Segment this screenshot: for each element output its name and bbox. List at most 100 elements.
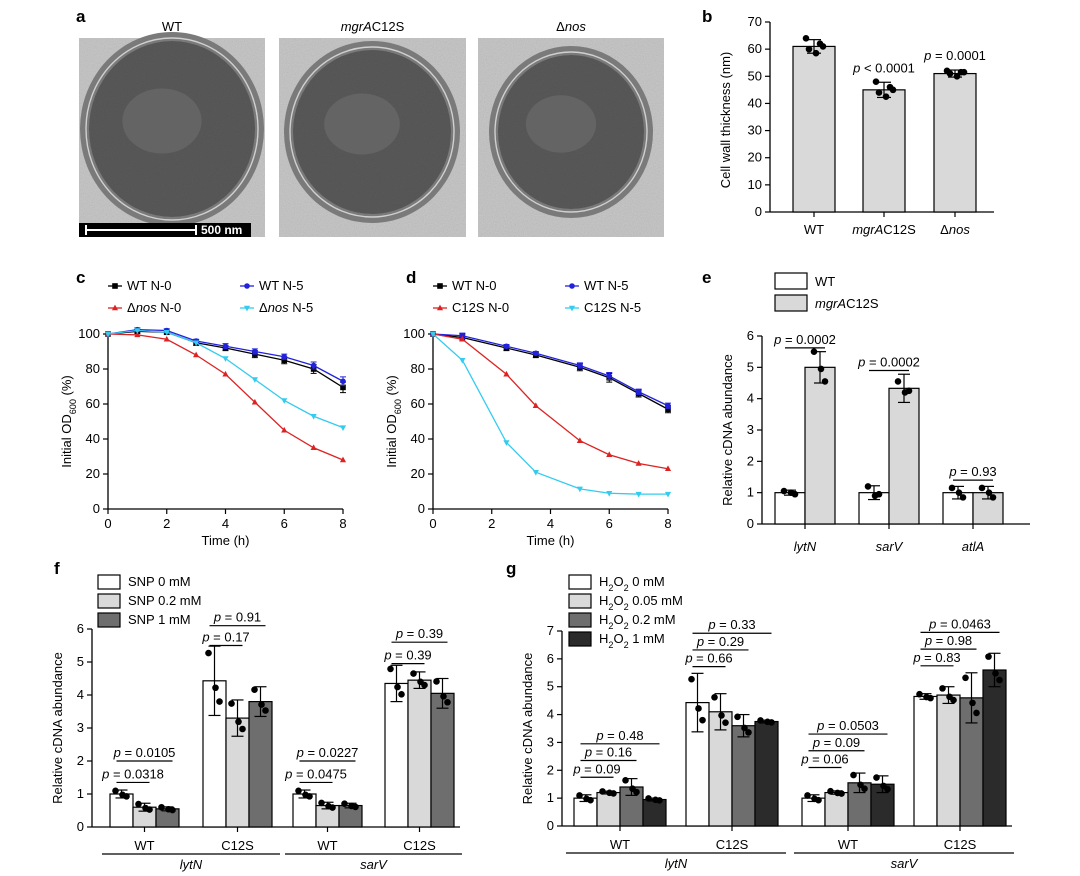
legend-label: SNP 1 mM xyxy=(128,612,191,627)
data-point xyxy=(992,670,999,677)
y-tick-label: 40 xyxy=(411,431,425,446)
data-point xyxy=(606,491,613,497)
legend-swatch xyxy=(568,612,592,628)
p-value-annotation: p = 0.0318 xyxy=(101,766,164,781)
x-tick-label: Δnos xyxy=(940,222,970,237)
data-point xyxy=(251,377,258,383)
y-tick-label: 5 xyxy=(547,679,554,694)
p-value-annotation: p = 0.33 xyxy=(707,617,755,632)
y-tick-label: 0 xyxy=(77,819,84,834)
nucleoid-region xyxy=(122,88,202,154)
data-point xyxy=(635,491,642,498)
x-tick-label: WT xyxy=(838,837,858,852)
y-tick-label: 5 xyxy=(77,654,84,669)
data-point xyxy=(295,787,302,795)
p-value-annotation: p < 0.0001 xyxy=(852,60,915,75)
y-axis-label: Relative cDNA abundance xyxy=(50,652,65,804)
legend-swatch xyxy=(774,294,808,312)
legend-label: SNP 0.2 mM xyxy=(128,593,201,608)
x-axis-label: Time (h) xyxy=(527,533,575,548)
x-tick-label: WT xyxy=(134,838,154,853)
data-point xyxy=(946,70,954,77)
y-tick-label: 40 xyxy=(748,95,762,110)
panel-c-lysis-chart: c 0 20 40 60 80 100 Initial OD600 (%) 0 2 4 6 8 Time … xyxy=(59,268,347,548)
y-axis-label: Relative cDNA abundance xyxy=(520,653,535,805)
panel-letter: b xyxy=(702,7,712,26)
data-point xyxy=(222,370,229,377)
panel-letter: e xyxy=(702,268,711,287)
legend-marker xyxy=(436,304,444,311)
data-point xyxy=(955,489,963,496)
data-point xyxy=(104,331,112,338)
data-point xyxy=(996,676,1003,684)
data-point xyxy=(340,384,346,391)
data-point xyxy=(251,398,258,405)
data-point xyxy=(440,693,447,700)
data-point xyxy=(780,487,788,495)
data-point xyxy=(228,700,235,707)
y-tick-label: 100 xyxy=(78,326,100,341)
tem-micrograph-nos xyxy=(478,38,664,237)
y-tick-label: 3 xyxy=(77,720,84,735)
data-point xyxy=(985,653,992,660)
p-value-annotation: p = 0.0002 xyxy=(857,354,920,369)
bar xyxy=(292,793,317,828)
x-tick-label: 4 xyxy=(547,516,554,531)
x-tick-label: mgrAC12S xyxy=(852,222,916,237)
data-point xyxy=(112,787,119,795)
data-point xyxy=(923,693,930,701)
legend-label: H2O2 0.05 mM xyxy=(599,593,683,612)
y-tick-label: 60 xyxy=(748,41,762,56)
x-tick-label: WT xyxy=(610,837,630,852)
y-tick-label: 6 xyxy=(547,651,554,666)
data-point xyxy=(429,331,437,338)
data-point xyxy=(339,425,347,431)
y-tick-label: 60 xyxy=(86,396,100,411)
data-point xyxy=(804,792,811,799)
data-point xyxy=(533,350,539,357)
y-tick-label: 0 xyxy=(755,204,762,219)
data-point xyxy=(695,705,702,712)
data-point xyxy=(433,678,440,685)
scale-bar-label: 500 nm xyxy=(201,223,242,237)
legend-marker xyxy=(112,283,118,289)
legend-swatch xyxy=(97,574,121,590)
y-tick-label: 0 xyxy=(547,818,554,833)
data-point xyxy=(576,792,583,799)
data-point xyxy=(222,356,229,362)
data-point xyxy=(134,328,141,334)
data-point xyxy=(606,451,613,457)
data-point xyxy=(532,470,539,476)
data-point xyxy=(341,800,348,808)
p-value-annotation: p = 0.91 xyxy=(213,610,261,625)
data-point xyxy=(960,68,968,76)
p-value-annotation: p = 0.16 xyxy=(584,745,632,760)
legend-marker xyxy=(244,283,250,289)
series-line xyxy=(432,333,669,410)
data-point xyxy=(503,440,510,446)
legend-swatch xyxy=(774,272,808,290)
data-point xyxy=(310,362,317,369)
legend-marker xyxy=(437,283,443,289)
panel-f-snp-chart: f 0 1 2 3 4 5 6 Relative cDNA abundance WT p = 0.0… xyxy=(50,559,462,872)
x-tick-label: C12S xyxy=(944,837,977,852)
data-point xyxy=(787,489,795,496)
y-tick-label: 0 xyxy=(747,516,754,531)
legend-label: C12S N-0 xyxy=(452,300,509,315)
legend-label: WT xyxy=(815,274,835,289)
cell-wall-inner-edge xyxy=(85,37,259,221)
data-point xyxy=(764,718,771,726)
x-tick-label: 8 xyxy=(339,516,346,531)
y-tick-label: 20 xyxy=(86,466,100,481)
x-tick-label: C12S xyxy=(403,838,436,853)
data-point xyxy=(969,699,976,707)
y-tick-label: 1 xyxy=(547,790,554,805)
data-point xyxy=(978,484,986,492)
data-point xyxy=(652,796,659,804)
data-point xyxy=(802,34,810,42)
data-point xyxy=(193,351,200,358)
data-point xyxy=(239,725,246,733)
bar xyxy=(792,45,836,213)
data-point xyxy=(745,729,752,736)
